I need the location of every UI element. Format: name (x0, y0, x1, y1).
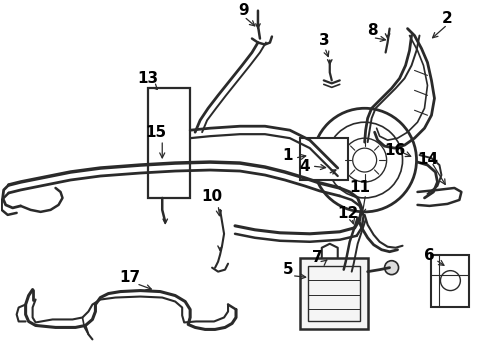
Text: 10: 10 (201, 189, 222, 204)
Bar (148, 88, 190, 198)
Text: 1: 1 (283, 148, 293, 163)
Text: 9: 9 (239, 3, 249, 18)
Text: 6: 6 (424, 248, 435, 263)
Text: 14: 14 (417, 152, 438, 167)
Text: 17: 17 (120, 270, 141, 285)
Text: 16: 16 (384, 143, 405, 158)
Bar (300, 138, 348, 180)
Text: 5: 5 (283, 262, 293, 277)
Text: 2: 2 (442, 11, 453, 26)
Text: 12: 12 (337, 206, 358, 221)
Text: 13: 13 (138, 71, 159, 86)
Text: 11: 11 (349, 180, 370, 195)
Bar (432, 255, 469, 306)
Text: 8: 8 (368, 23, 378, 38)
Text: 15: 15 (146, 125, 167, 140)
Bar (308, 266, 360, 321)
Circle shape (385, 261, 398, 275)
Text: 3: 3 (319, 33, 330, 48)
Bar (300, 258, 368, 329)
Text: 4: 4 (299, 158, 310, 174)
Text: 7: 7 (313, 250, 323, 265)
